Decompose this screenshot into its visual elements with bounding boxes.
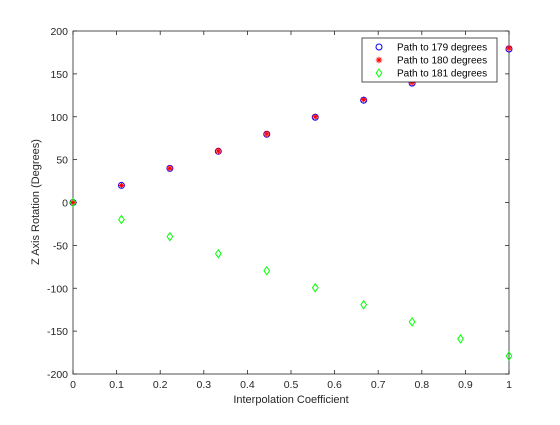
y-tick-label: -150: [47, 326, 68, 338]
x-tick-label: 0: [70, 379, 76, 391]
y-tick-label: 50: [56, 155, 68, 167]
legend-label: Path to 180 degrees: [397, 56, 487, 67]
series-2: [69, 44, 513, 206]
legend-label: Path to 181 degrees: [397, 69, 487, 80]
data-point: [360, 299, 368, 310]
data-point: [118, 182, 125, 189]
legend-items: Path to 179 degrees Path to 180 degrees Pa…: [375, 43, 487, 80]
data-point: [263, 130, 270, 138]
y-axis-label: Z Axis Rotation (Degrees): [30, 139, 42, 265]
plot-area: [72, 30, 510, 375]
x-tick-label: 0.7: [371, 379, 386, 391]
legend: Path to 179 degrees Path to 180 degrees Pa…: [361, 37, 498, 83]
data-point: [312, 113, 319, 120]
x-tick-label: 0.3: [196, 379, 211, 391]
y-tick-label: -100: [47, 283, 68, 295]
series-3: [69, 197, 513, 361]
x-tick-label: 0.1: [109, 379, 124, 391]
data-point: [505, 351, 513, 361]
data-point: [408, 316, 416, 327]
ticks-layer: 0 0.1 0.2 0.3 0.4 0.5 0.6 0.7 0.8 0.9 1 -200 -150 -10…: [47, 26, 512, 391]
x-tick-label: 0.9: [458, 379, 473, 391]
data-point: [408, 79, 416, 86]
x-tick-label: 0.8: [414, 379, 429, 391]
data-point: [69, 199, 77, 206]
y-tick-label: 100: [50, 112, 68, 124]
data-point: [166, 231, 174, 242]
legend-marker: [375, 68, 383, 78]
x-tick-label: 0.6: [327, 379, 342, 391]
data-point: [69, 197, 77, 208]
data-point: [457, 334, 464, 344]
data-point: [166, 165, 174, 172]
y-tick-label: 200: [50, 26, 68, 38]
y-tick-label: 150: [50, 69, 68, 81]
x-tick-label: 0.5: [284, 379, 299, 391]
legend-label: Path to 179 degrees: [397, 43, 487, 54]
data-point: [311, 282, 319, 293]
data-point: [118, 214, 125, 225]
legend-marker: [375, 43, 383, 51]
x-tick-label: 1: [506, 379, 512, 391]
y-tick-label: -50: [53, 240, 68, 252]
x-tick-label: 0.2: [153, 379, 168, 391]
x-tick-label: 0.4: [240, 379, 255, 391]
legend-marker: [375, 56, 383, 64]
data-point: [360, 96, 367, 103]
data-point: [215, 147, 222, 155]
marks-layer: [69, 44, 513, 361]
y-tick-label: 0: [62, 198, 68, 210]
data-point: [263, 265, 271, 276]
data-point: [505, 44, 513, 52]
legend-box: [361, 37, 498, 83]
x-axis-label: Interpolation Coefficient: [233, 394, 348, 406]
y-tick-label: -200: [47, 369, 68, 381]
data-point: [214, 248, 222, 259]
